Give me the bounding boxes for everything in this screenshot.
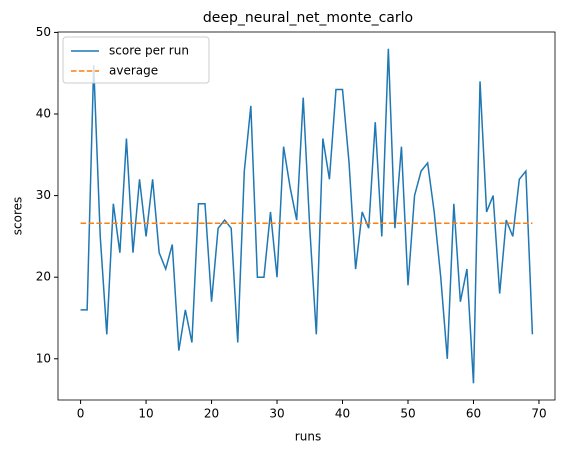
x-tick-label: 10 — [138, 407, 153, 421]
x-tick-label: 20 — [204, 407, 219, 421]
y-axis-label: scores — [11, 197, 25, 236]
y-tick-label: 40 — [36, 107, 51, 121]
legend-label: average — [109, 64, 158, 78]
y-tick-label: 20 — [36, 270, 51, 284]
x-tick-label: 40 — [335, 407, 350, 421]
x-tick-label: 60 — [466, 407, 481, 421]
x-tick-label: 70 — [531, 407, 546, 421]
y-tick-label: 10 — [36, 351, 51, 365]
chart-title: deep_neural_net_monte_carlo — [203, 10, 413, 26]
y-tick-label: 50 — [36, 25, 51, 39]
plot-frame — [57, 31, 556, 401]
x-axis-label: runs — [295, 430, 321, 444]
legend-label: score per run — [109, 44, 189, 58]
series-line — [80, 48, 534, 384]
y-tick-label: 30 — [36, 188, 51, 202]
legend-box — [62, 36, 210, 84]
x-tick-label: 0 — [77, 407, 85, 421]
x-tick-label: 30 — [269, 407, 284, 421]
x-tick-label: 50 — [400, 407, 415, 421]
